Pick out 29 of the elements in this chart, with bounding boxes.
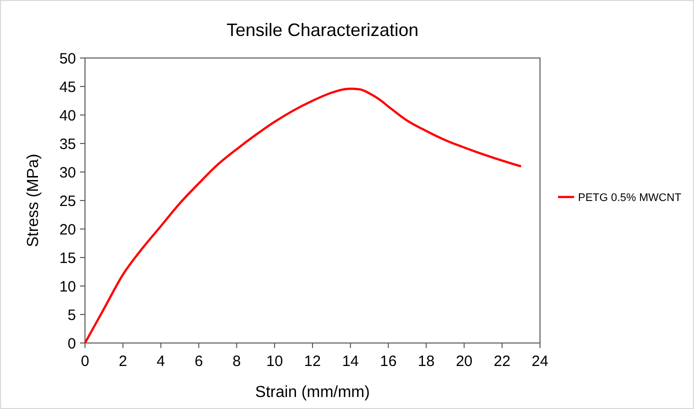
y-tick-label: 10 (59, 278, 76, 296)
y-tick-label: 0 (68, 335, 76, 352)
x-tick-label: 6 (194, 353, 203, 370)
y-tick-label: 40 (59, 107, 76, 124)
x-tick-label: 4 (156, 353, 166, 370)
chart-title: Tensile Characterization (226, 20, 419, 40)
y-tick-label: 5 (68, 306, 76, 324)
y-tick-label: 20 (59, 221, 76, 238)
x-tick-label: 12 (304, 353, 321, 370)
y-tick-label: 45 (59, 78, 76, 96)
line-series (84, 88, 522, 344)
x-tick-label: 22 (494, 353, 510, 370)
x-tick-label: 16 (380, 353, 397, 370)
y-tick-label: 35 (59, 136, 76, 153)
y-axis-title: Stress (MPa) (25, 154, 42, 248)
x-axis-title: Strain (mm/mm) (255, 384, 370, 401)
y-tick-label: 30 (59, 164, 76, 182)
x-tick-label: 14 (342, 353, 359, 370)
x-tick-label: 20 (456, 353, 473, 370)
x-tick-label: 8 (232, 353, 241, 370)
legend-label: PETG 0.5% MWCNT (578, 192, 682, 204)
x-tick-label: 24 (532, 353, 548, 370)
x-tick-label: 10 (266, 353, 283, 370)
y-tick-label: 15 (59, 250, 76, 267)
y-tick-label: 50 (59, 50, 76, 68)
x-tick-label: 18 (418, 353, 435, 370)
y-tick-label: 25 (59, 192, 76, 210)
x-tick-label: 2 (118, 353, 128, 370)
x-tick-label: 0 (80, 353, 90, 370)
